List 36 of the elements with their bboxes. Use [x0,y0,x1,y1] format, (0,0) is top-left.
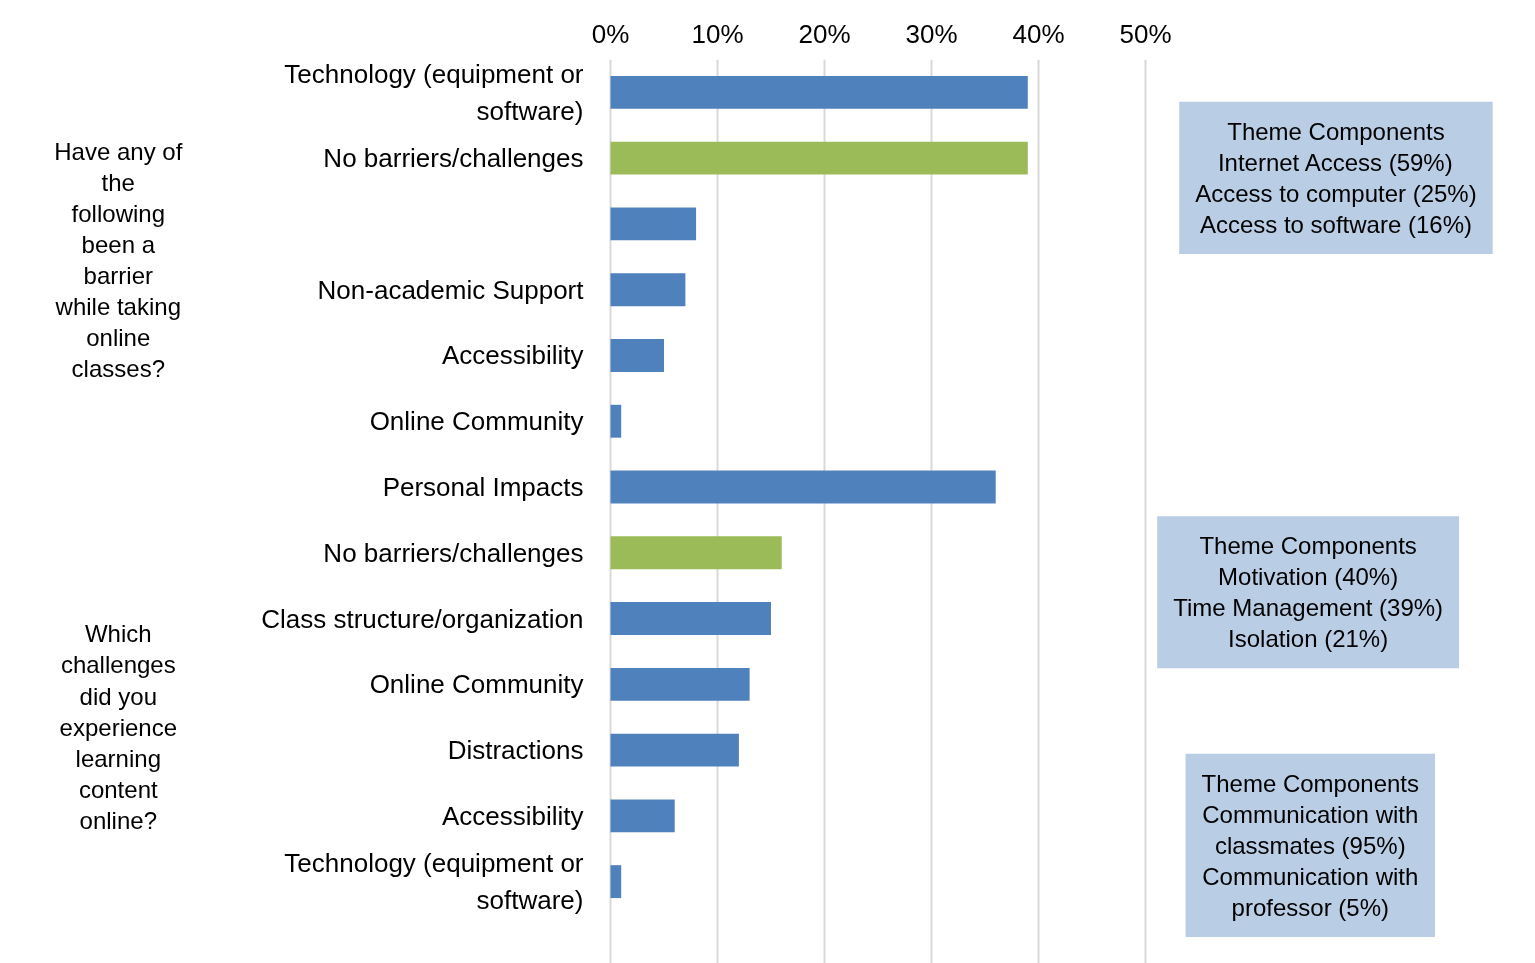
text: Theme Components Communication with classmates (95%) Communication with professor (5%) [1201,769,1420,922]
x-tick-label: 0% [591,18,630,49]
bar [610,273,686,307]
text: Theme Components Internet Access (59%) Access to computer (25%) Access to software (16%) [1195,117,1477,238]
x-tick-label: 10% [691,18,744,49]
x-tick-label: 30% [905,18,958,49]
text: Theme Components Motivation (40%) Time Management (39%) Isolation (21%) [1173,532,1444,653]
x-tick-label: 40% [1012,18,1065,49]
bar [610,536,782,570]
bar [610,602,771,635]
y-tick-label: Personal Impacts [382,472,584,503]
y-tick-label: Online Community [369,669,584,700]
bar [610,733,739,767]
bar [610,339,664,372]
bar [610,470,996,504]
text: Which challenges did you experience learning content online? [59,620,178,834]
bar [610,404,622,438]
y-tick-label: Technology (equipment or software) [284,58,584,127]
y-tick-label: Accessibility [441,800,584,831]
y-tick-label: Distractions [447,735,584,766]
y-tick-label: Accessibility [441,340,584,371]
bar [610,141,1028,175]
bar [610,799,675,833]
bar [610,75,1028,109]
y-tick-label: No barriers/challenges [323,143,584,174]
y-tick-label: No barriers/challenges [323,537,584,568]
y-tick-label: Class structure/organization [261,603,584,634]
bar [610,865,622,899]
x-tick-label: 50% [1119,18,1172,49]
bar [610,207,697,241]
y-tick-label: Online Community [369,406,584,437]
y-tick-label: Non-academic Support [317,274,585,305]
y-tick-label: Technology (equipment or software) [284,847,584,916]
bar [610,667,750,701]
text: Have any of the following been a barrier while taking online classes? [54,137,183,383]
x-tick-label: 20% [798,18,851,49]
